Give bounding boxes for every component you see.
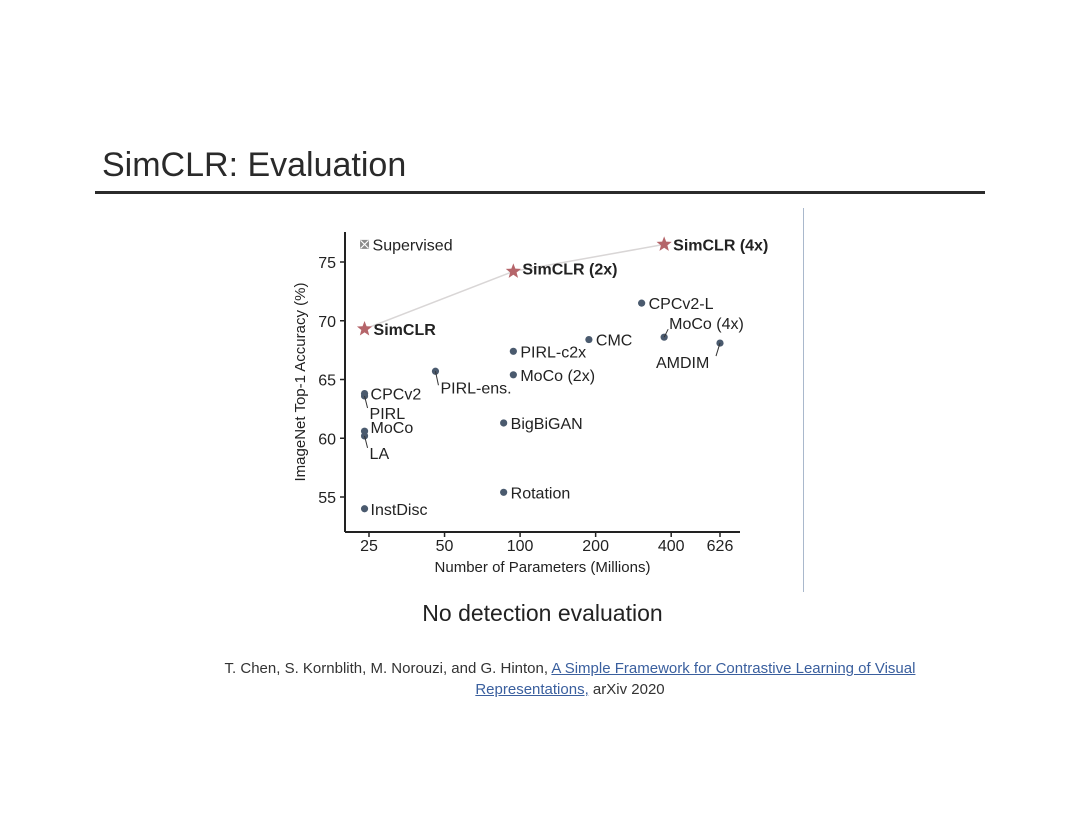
scatter-chart: 55 60 65 70 75 25 50 100 200 400 626 Number of Para… [292, 232, 768, 576]
label-amdim: AMDIM [656, 355, 709, 372]
paper-link[interactable]: A Simple Framework for Contrastive Learn… [475, 660, 915, 698]
label-simclr-4x: SimCLR (4x) [673, 237, 768, 254]
label-pirl-c2x: PIRL-c2x [520, 344, 586, 361]
label-moco-2x: MoCo (2x) [520, 368, 595, 385]
x-tick-label-50: 50 [436, 538, 454, 555]
point-rotation [500, 488, 508, 496]
point-moco-2x [509, 371, 517, 379]
y-tick-label-70: 70 [318, 314, 336, 331]
label-moco-4x: MoCo (4x) [669, 316, 744, 333]
leader-pirl [364, 395, 369, 409]
simclr-trend-line [364, 243, 665, 330]
label-rotation: Rotation [511, 485, 571, 502]
y-tick-label-65: 65 [318, 373, 336, 390]
vertical-divider [803, 208, 804, 592]
slide-title: SimCLR: Evaluation [102, 146, 407, 184]
x-tick-label-200: 200 [582, 538, 609, 555]
label-pirl-ens: PIRL-ens. [440, 380, 511, 397]
label-cpcv2: CPCv2 [371, 387, 422, 404]
citation-venue: arXiv 2020 [592, 681, 665, 698]
caption: No detection evaluation [422, 600, 663, 626]
point-pirl-c2x [509, 347, 517, 355]
y-axis-label: ImageNet Top-1 Accuracy (%) [292, 283, 309, 482]
y-tick-label-55: 55 [318, 490, 336, 507]
star-marker-simclr [356, 320, 373, 336]
leader-amdim [715, 342, 721, 357]
label-bigbigan: BigBiGAN [511, 416, 583, 433]
title-divider [95, 191, 985, 194]
star-marker-simclr-2x [505, 263, 521, 278]
citation: T. Chen, S. Kornblith, M. Norouzi, and G… [80, 658, 1060, 700]
label-cpcv2-l: CPCv2-L [649, 296, 714, 313]
x-tick-label-400: 400 [658, 538, 685, 555]
label-simclr-2x: SimCLR (2x) [522, 261, 617, 278]
label-cmc: CMC [596, 333, 632, 350]
point-cpcv2-l [638, 299, 646, 307]
x-tick-label-100: 100 [507, 538, 534, 555]
x-cross-supervised [360, 239, 369, 249]
leader-la [364, 435, 369, 449]
leader-pirl-ens [434, 371, 439, 386]
paper-link-text-2: Representations, [475, 681, 589, 698]
x-tick-label-25: 25 [360, 538, 378, 555]
star-marker-simclr-4x [656, 236, 672, 251]
label-moco: MoCo [371, 420, 414, 437]
point-cmc [585, 335, 593, 344]
x-tick-label-626: 626 [707, 538, 734, 555]
paper-link-text-1: A Simple Framework for Contrastive Learn… [551, 660, 916, 677]
label-la: LA [370, 446, 390, 463]
label-instdisc: InstDisc [371, 502, 428, 519]
point-bigbigan [500, 419, 508, 427]
leader-moco-4x [663, 328, 669, 338]
label-simclr: SimCLR [374, 322, 437, 339]
label-pirl: PIRL [370, 406, 406, 423]
label-supervised: Supervised [373, 237, 453, 254]
point-instdisc [360, 505, 369, 513]
citation-authors: T. Chen, S. Kornblith, M. Norouzi, and G… [224, 660, 549, 677]
y-tick-label-60: 60 [318, 431, 336, 448]
y-tick-label-75: 75 [318, 255, 336, 272]
x-axis-label: Number of Parameters (Millions) [435, 559, 651, 576]
